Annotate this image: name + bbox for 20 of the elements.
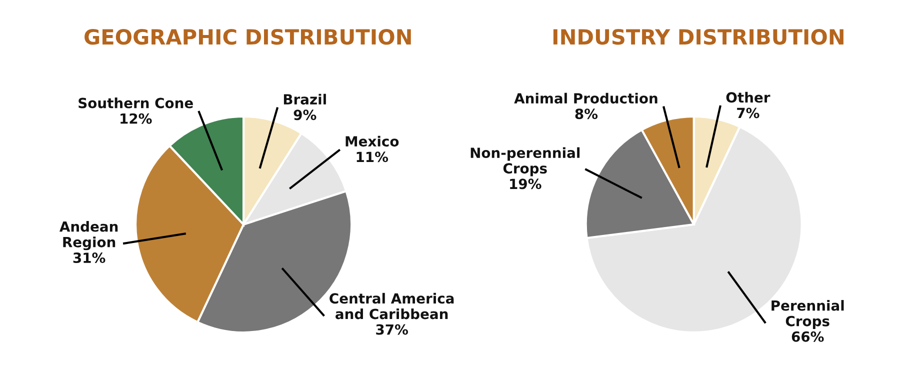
- data-label: 11%: [356, 152, 388, 162]
- data-label: 12%: [120, 113, 152, 124]
- data-label: 19%: [510, 178, 542, 190]
- slice-label: Mexico: [346, 136, 399, 147]
- chart-title: GEOGRAPHIC DISTRIBUTION: [84, 28, 411, 45]
- slice-label: Brazil: [284, 94, 326, 105]
- slice-label: Animal Production: [514, 92, 658, 104]
- slice-label: Southern Cone: [78, 98, 193, 108]
- slice-label: Non-perennial Crops: [470, 147, 580, 176]
- slice-label: Andean Region: [59, 221, 118, 250]
- slice-label: Central America and Caribbean: [330, 292, 454, 320]
- slice-label: Perennial Crops: [772, 300, 844, 330]
- data-label: 37%: [376, 324, 408, 335]
- chart-title: INDUSTRY DISTRIBUTION: [553, 28, 844, 45]
- data-label: 8%: [575, 108, 598, 120]
- data-label: 31%: [73, 252, 106, 264]
- data-label: 7%: [737, 108, 760, 118]
- data-label: 9%: [294, 110, 316, 120]
- data-label: 66%: [792, 331, 824, 342]
- slice-label: Other: [726, 92, 770, 103]
